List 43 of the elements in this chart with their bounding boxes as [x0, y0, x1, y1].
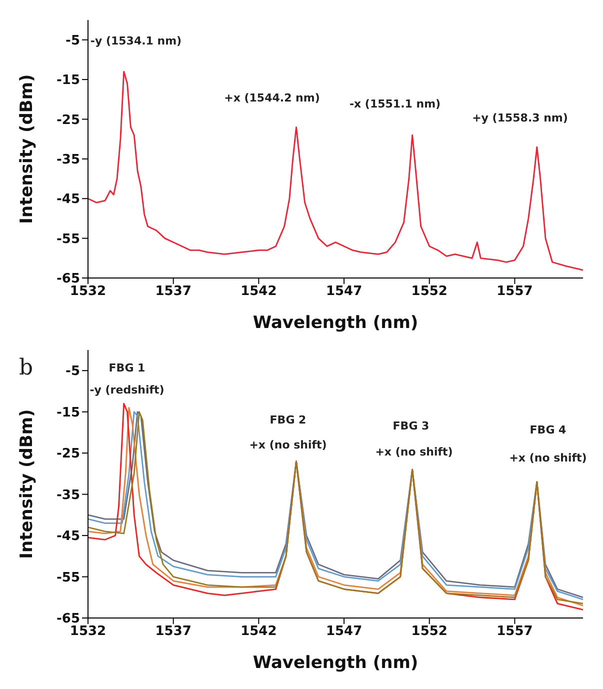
- y-tick-label: -5: [66, 33, 80, 48]
- annotation: FBG 3: [392, 420, 430, 432]
- x-tick-label: 1552: [411, 624, 448, 640]
- annotation: -y (1534.1 nm): [90, 34, 182, 48]
- x-tick-label: 1557: [496, 284, 533, 300]
- y-axis-title: Intensity (dBm): [17, 74, 38, 224]
- annotation: FBG 2: [270, 414, 306, 426]
- y-tick-label: -15: [56, 73, 80, 88]
- y-tick-label: -35: [56, 488, 80, 503]
- text: b: [18, 356, 34, 380]
- x-axis-title: Wavelength (nm): [252, 313, 418, 333]
- x-tick-label: 1542: [240, 284, 277, 300]
- annotation: +x (1544.2 nm): [224, 92, 320, 104]
- annotation: +x (no shift): [509, 452, 587, 464]
- y-tick-label: -25: [56, 446, 80, 462]
- y-tick-label: -5: [66, 364, 80, 380]
- annotation: +x (no shift): [249, 438, 327, 452]
- y-tick-label: -35: [56, 152, 80, 168]
- y-axis-title: Intensity (dBm): [17, 409, 38, 559]
- x-tick-label: 1547: [326, 284, 362, 300]
- x-tick-label: 1537: [155, 284, 192, 300]
- y-tick-label: -15: [56, 405, 80, 420]
- annotation: +y (1558.3 nm): [472, 112, 568, 124]
- annotation: +x (no shift): [375, 446, 453, 458]
- x-tick-label: 1537: [155, 624, 192, 640]
- y-tick-label: -25: [56, 112, 80, 128]
- y-tick-label: -45: [56, 529, 80, 544]
- y-tick-label: -65: [56, 612, 80, 627]
- x-tick-label: 1532: [70, 624, 106, 640]
- x-tick-label: 1547: [326, 624, 362, 640]
- x-tick-label: 1557: [496, 624, 533, 640]
- y-tick-label: -55: [56, 570, 80, 586]
- x-tick-label: 1542: [240, 624, 277, 640]
- x-axis-title: Wavelength (nm): [252, 653, 418, 673]
- y-tick-label: -45: [56, 192, 80, 208]
- y-tick-label: -65: [56, 272, 80, 287]
- y-tick-label: -55: [56, 232, 80, 247]
- annotation: -y (redshift): [90, 384, 164, 396]
- x-tick-label: 1532: [70, 284, 106, 300]
- annotation: -x (1551.1 nm): [349, 98, 441, 110]
- x-tick-label: 1552: [411, 284, 448, 300]
- annotation: FBG 4: [530, 424, 566, 436]
- annotation: FBG 1: [108, 362, 146, 374]
